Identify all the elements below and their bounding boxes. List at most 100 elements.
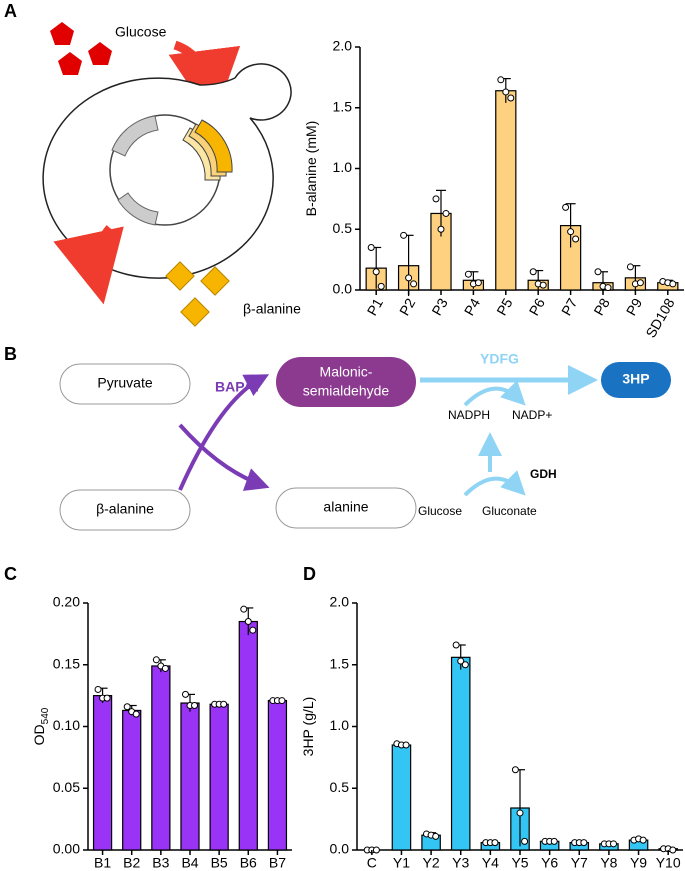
x-tick-label: P1 [364,295,387,318]
x-tick-label: P7 [558,295,581,318]
x-tick-label: P5 [493,295,516,318]
x-tick-label: B5 [211,855,228,871]
replicate-point [278,697,286,705]
replicate-point [580,839,588,847]
y-axis-label: OD540 [31,707,51,745]
y-tick-label: 1.5 [330,655,350,671]
x-tick-label: SD108 [642,295,677,340]
replicate-point [405,274,413,282]
bar [450,656,471,851]
replicate-point [669,846,677,854]
x-tick-label: B6 [240,855,257,871]
x-tick-label: P9 [623,295,646,318]
x-tick-label: Y2 [423,855,440,871]
x-tick-label: Y1 [393,855,410,871]
replicate-point [539,281,547,289]
replicate-point [669,280,677,288]
replicate-point [377,282,385,290]
x-tick-label: P3 [428,295,451,318]
y-axis-label: 3HP (g/L) [300,697,316,757]
replicate-point [402,741,410,749]
replicate-point [123,703,131,711]
replicate-point [474,279,482,287]
node-label: alanine [323,499,368,515]
substrate-label: Glucose [115,24,167,40]
replicate-point [152,656,160,664]
panel-label: A [4,1,17,21]
replicate-point [410,280,418,288]
replicate-point [626,263,634,271]
replicate-point [94,685,102,693]
replicate-point [249,626,257,634]
replicate-point [432,832,440,840]
x-tick-label: Y6 [541,855,558,871]
y-tick-label: 0.05 [53,779,80,795]
enzyme-label: GDH [530,467,557,481]
bar [151,665,171,851]
replicate-point [442,209,450,217]
replicate-point [372,268,380,276]
y-tick-label: 1.0 [333,159,353,175]
x-tick-label: Y9 [630,855,647,871]
y-axis-label-text: OD [31,724,47,745]
cofactor-label: NADPH [448,408,490,422]
replicate-point [464,270,472,278]
bar [209,703,229,851]
node-label: semialdehyde [303,383,390,399]
cofactor-label: Gluconate [482,504,537,518]
x-tick-label: Y7 [571,855,588,871]
x-tick-label: Y8 [600,855,617,871]
x-tick-label: P6 [526,295,549,318]
replicate-point [511,766,519,774]
y-tick-label: 0.0 [330,841,350,857]
x-tick-label: B1 [94,855,111,871]
y-axis-label-sub: 540 [40,707,51,724]
y-axis-label: B-alanine (mM) [303,121,319,217]
replicate-point [432,195,440,203]
x-tick-label: P8 [590,295,613,318]
y-tick-label: 0.15 [53,655,80,671]
panel-label: C [4,564,17,584]
x-tick-label: B2 [123,855,140,871]
replicate-point [604,284,612,292]
node-label: β-alanine [96,501,154,517]
replicate-point [491,839,499,847]
replicate-point [594,268,602,276]
y-axis-label-text: B-alanine (mM) [303,121,319,217]
panel-label: B [4,344,17,364]
replicate-point [497,76,505,84]
y-tick-label: 1.0 [330,717,350,733]
replicate-point [132,710,140,718]
y-tick-label: 0.20 [53,594,80,610]
y-tick-label: 1.5 [333,98,353,114]
replicate-point [461,661,469,669]
replicate-point [521,837,529,845]
bar [238,620,258,851]
replicate-point [502,88,510,96]
x-tick-label: B7 [269,855,286,871]
x-tick-label: C [367,855,377,871]
pathway-diagram [59,357,671,531]
replicate-point [507,94,515,102]
replicate-point [191,702,199,710]
x-tick-label: B3 [152,855,169,871]
replicate-point [457,657,465,665]
replicate-point [529,268,537,276]
cofactor-label: Glucose [418,504,462,518]
replicate-point [400,231,408,239]
replicate-point [516,809,524,817]
replicate-point [372,846,380,854]
node-label: 3HP [622,371,649,387]
y-tick-label: 2.0 [333,38,353,54]
node-label: Malonic- [320,364,373,380]
replicate-point [636,279,644,287]
y-axis-label-text: 3HP (g/L) [300,697,316,757]
y-tick-label: 0.00 [53,841,80,857]
replicate-point [572,235,580,243]
bar [92,695,113,851]
bar [495,90,517,291]
replicate-point [220,700,228,708]
product-label: β-alanine [243,301,301,317]
replicate-point [567,228,575,236]
